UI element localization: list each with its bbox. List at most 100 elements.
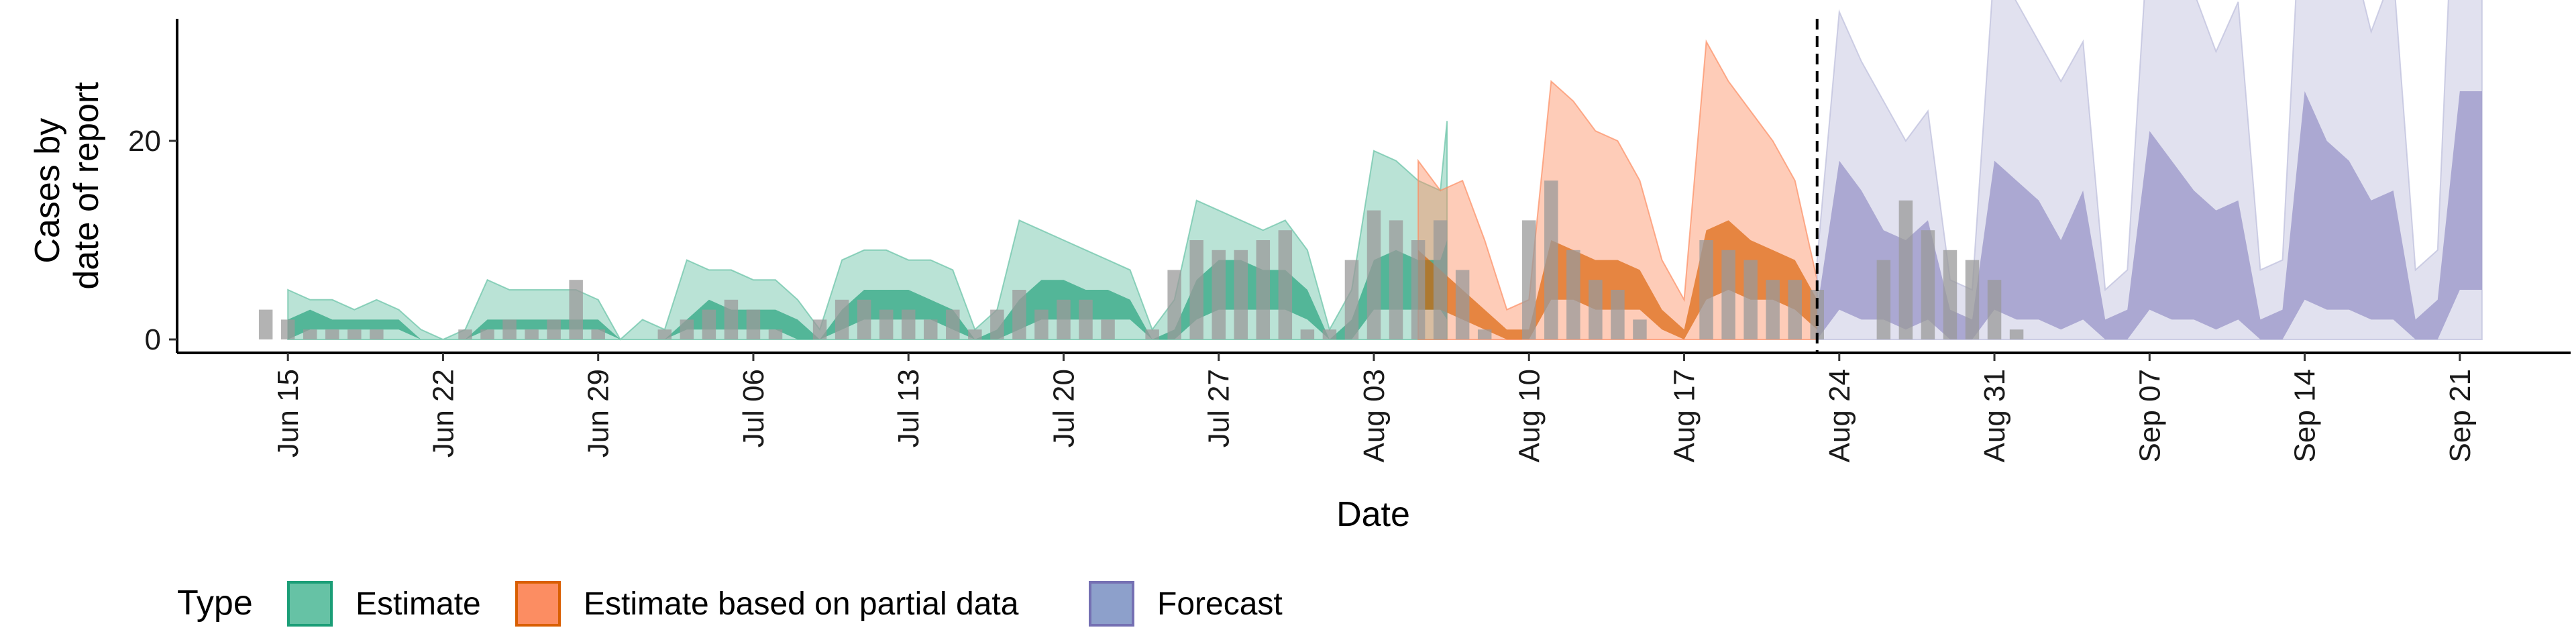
case-bar [1477, 329, 1492, 339]
band-50-estimate [288, 240, 1448, 339]
case-bar [1322, 329, 1337, 339]
x-tick-label: Aug 17 [1668, 369, 1701, 462]
case-bar [724, 299, 739, 339]
case-bar [1544, 180, 1558, 339]
case-bar [879, 309, 894, 339]
x-tick-label: Jun 15 [272, 369, 305, 458]
y-axis-title: Cases by date of report [28, 82, 106, 290]
case-bar [1278, 230, 1293, 339]
case-bar [1633, 319, 1647, 339]
case-bar [303, 329, 317, 339]
case-bar [1079, 299, 1093, 339]
case-bar [857, 299, 871, 339]
case-bar [968, 329, 982, 339]
x-tick-label: Aug 03 [1358, 369, 1391, 462]
y-ticks: 0204060 [128, 125, 177, 356]
y-tick-label: 20 [128, 125, 161, 158]
case-bar [370, 329, 384, 339]
y-axis-title-line-2: date of report [67, 82, 106, 290]
case-bar [1057, 299, 1071, 339]
case-bar [1721, 250, 1735, 339]
case-bar [946, 309, 960, 339]
case-bar [1411, 240, 1426, 339]
case-bar [835, 299, 849, 339]
case-bar [1965, 260, 1980, 339]
case-bar [547, 319, 561, 339]
case-bar [1589, 280, 1603, 339]
case-bar [1300, 329, 1315, 339]
x-tick-label: Jul 06 [737, 369, 770, 447]
x-tick-label: Jul 27 [1203, 369, 1236, 447]
x-tick-label: Sep 14 [2289, 369, 2322, 462]
legend-label-estimate: Estimate [356, 586, 481, 622]
case-bar [1433, 220, 1448, 339]
reported-cases-bars [258, 180, 2024, 339]
x-tick-label: Jun 29 [582, 369, 615, 458]
case-bar [990, 309, 1004, 339]
case-bar [812, 319, 827, 339]
y-tick-label: 0 [145, 323, 161, 356]
case-bar [1921, 230, 1935, 339]
x-tick-label: Jul 13 [892, 369, 925, 447]
case-bar [1455, 270, 1470, 339]
case-bar [1145, 329, 1159, 339]
x-tick-label: Aug 24 [1823, 369, 1856, 462]
x-tick-label: Sep 07 [2133, 369, 2166, 462]
case-bar [258, 309, 273, 339]
case-bar [1189, 240, 1203, 339]
case-bar [1566, 250, 1580, 339]
case-bar [1611, 290, 1625, 339]
x-ticks: Jun 15 Jun 22 Jun 29 Jul 06 Jul 13 Jul 20 Jul … [272, 353, 2477, 462]
case-bar [1788, 280, 1802, 339]
case-bar [746, 309, 761, 339]
case-bar [502, 319, 517, 339]
case-bar [458, 329, 472, 339]
case-bar [1167, 270, 1181, 339]
x-tick-label: Aug 31 [1978, 369, 2011, 462]
case-bar [1256, 240, 1271, 339]
band-50-estimate-based-on-partial-data [1418, 220, 1817, 339]
case-bar [591, 329, 605, 339]
case-bar [1898, 200, 1913, 339]
case-bar [347, 329, 362, 339]
x-tick-label: Jun 22 [427, 369, 460, 458]
case-bar [480, 329, 494, 339]
y-axis-title-line-1: Cases by [28, 118, 67, 264]
case-bar [901, 309, 916, 339]
legend: Type Estimate Estimate based on partial d… [177, 581, 1283, 627]
legend-key-estimate [287, 581, 333, 627]
case-bar [680, 319, 694, 339]
case-bar [1810, 290, 1824, 339]
case-bar [924, 319, 938, 339]
case-bar [525, 329, 539, 339]
case-bar [1212, 250, 1226, 339]
inner-credible-bands [288, 91, 2482, 339]
case-bar [1389, 220, 1403, 339]
case-bar [1101, 319, 1115, 339]
x-tick-label: Jul 20 [1047, 369, 1080, 447]
case-bar [1766, 280, 1780, 339]
case-bar [1234, 250, 1248, 339]
case-bar [280, 319, 295, 339]
x-axis-title: Date [1336, 495, 1410, 534]
case-bar [1012, 290, 1026, 339]
case-bar [1699, 240, 1713, 339]
x-tick-label: Sep 21 [2444, 369, 2477, 462]
case-bar [1344, 260, 1359, 339]
case-bar [1743, 260, 1758, 339]
x-tick-label: Aug 10 [1513, 369, 1546, 462]
case-bar [1876, 260, 1891, 339]
band-50-forecast [1817, 91, 2482, 339]
legend-key-estimate-based-on-partial-data [515, 581, 561, 627]
case-bar [657, 329, 672, 339]
case-bar [768, 329, 783, 339]
case-bar [2009, 329, 2024, 339]
legend-key-forecast [1089, 581, 1134, 627]
legend-label-estimate-based-on-partial-data: Estimate based on partial data [584, 586, 1019, 622]
legend-title: Type [177, 584, 253, 623]
case-bar [1366, 210, 1381, 339]
case-bar [702, 309, 716, 339]
case-bar [1987, 280, 2002, 339]
case-bar [1034, 309, 1049, 339]
